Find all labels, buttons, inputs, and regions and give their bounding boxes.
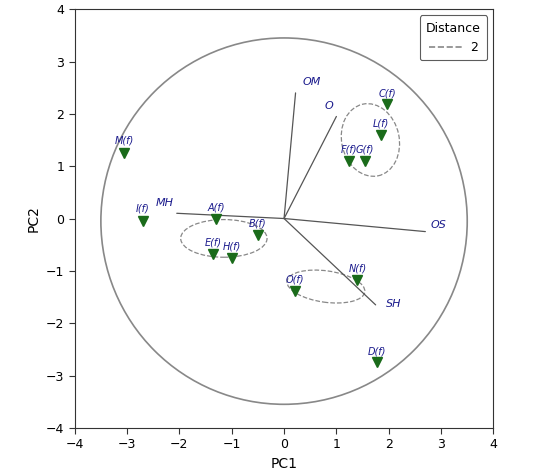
Text: H(f): H(f) (223, 241, 241, 251)
Text: OS: OS (431, 220, 447, 230)
Y-axis label: PC2: PC2 (26, 205, 40, 232)
Text: N(f): N(f) (348, 264, 366, 274)
Text: B(f): B(f) (249, 219, 267, 229)
Text: G(f): G(f) (356, 145, 375, 155)
Text: M(f): M(f) (115, 135, 134, 145)
Text: D(f): D(f) (368, 346, 387, 356)
Text: MH: MH (156, 198, 174, 208)
Text: I(f): I(f) (136, 203, 150, 213)
Text: O(f): O(f) (285, 275, 304, 285)
Text: O: O (324, 101, 333, 111)
X-axis label: PC1: PC1 (271, 457, 298, 471)
Legend: 2: 2 (420, 15, 487, 60)
Text: L(f): L(f) (373, 118, 389, 129)
Text: C(f): C(f) (378, 88, 396, 98)
Text: SH: SH (386, 298, 402, 309)
Text: OM: OM (302, 76, 321, 86)
Text: F(f): F(f) (341, 145, 358, 155)
Text: A(f): A(f) (207, 202, 225, 212)
Text: E(f): E(f) (205, 238, 222, 248)
